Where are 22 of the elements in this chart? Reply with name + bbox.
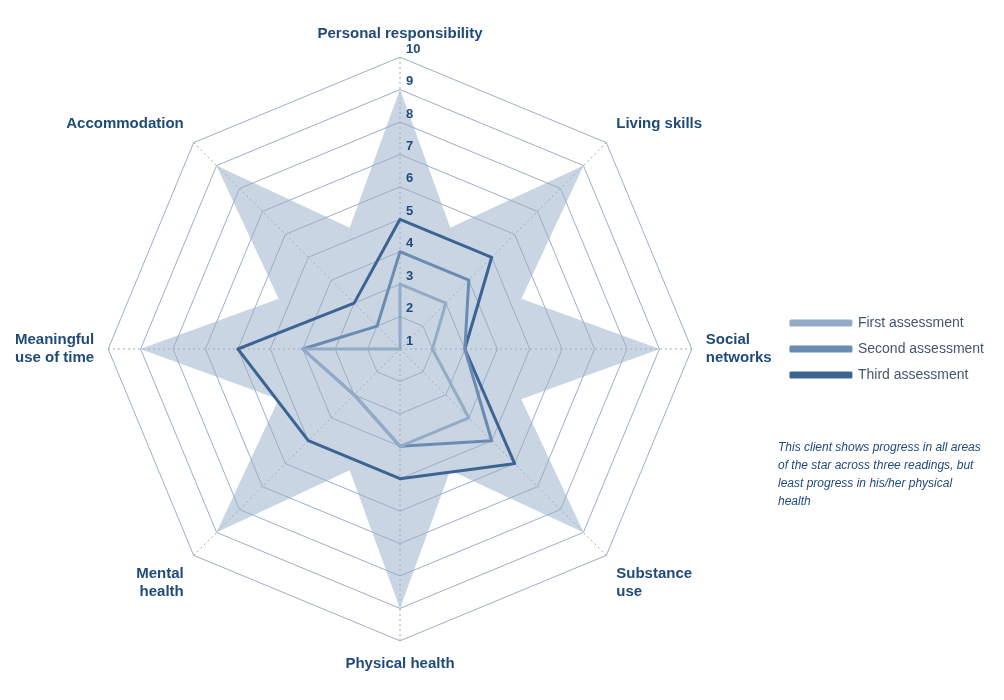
y-tick-label: 4	[406, 235, 414, 251]
y-tick-label: 10	[406, 40, 421, 56]
spoke-label: Physical health	[345, 653, 455, 671]
legend-label: Second assessment	[857, 339, 985, 356]
y-tick-label: 6	[406, 170, 414, 186]
spoke-label: Social networks	[705, 330, 772, 366]
spoke-label: Living skills	[616, 113, 703, 131]
text: This client shows progress in all areas of the star across three readings, but least progress in his/her physical health	[778, 439, 982, 510]
spoke-label: Personal responsibility	[317, 24, 484, 42]
legend-label: Third assessment	[857, 365, 969, 382]
y-tick-label: 7	[406, 138, 414, 154]
spoke-label: Accommodation	[66, 113, 184, 131]
spoke-label: Meaningful use of time	[14, 330, 95, 366]
spoke-label: Mental health	[136, 564, 184, 600]
y-tick-label: 8	[406, 105, 414, 121]
spoke-label: Substance use	[616, 564, 693, 600]
y-tick-label: 2	[406, 300, 414, 316]
legend-label: First assessment	[857, 313, 964, 330]
y-tick-label: 1	[406, 332, 414, 348]
y-tick-label: 9	[406, 73, 414, 89]
y-tick-label: 5	[406, 202, 414, 218]
y-tick-label: 3	[406, 267, 414, 283]
